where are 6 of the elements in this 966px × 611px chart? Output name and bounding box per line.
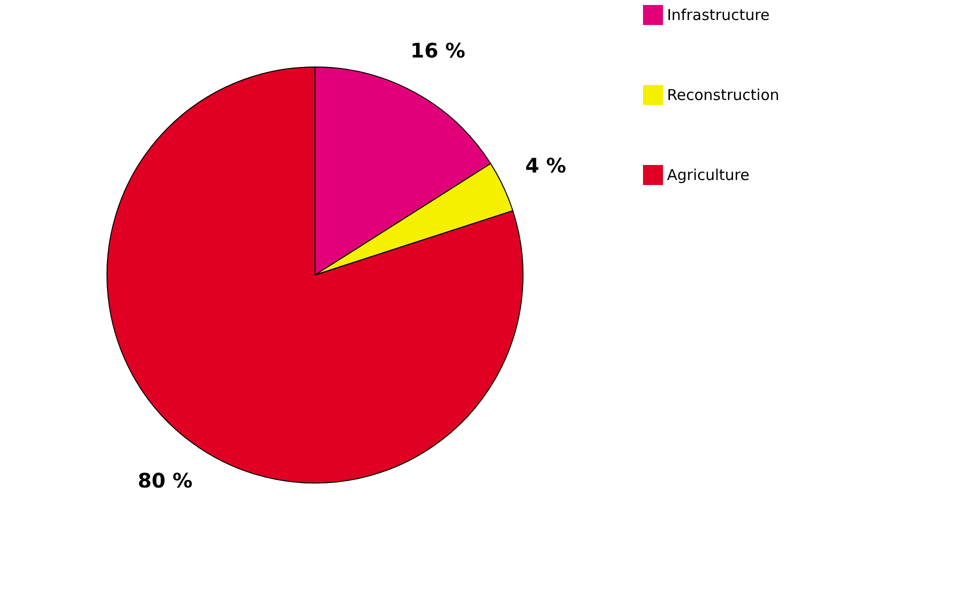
legend-label: Reconstruction bbox=[667, 86, 780, 104]
data-label: 16 % bbox=[410, 38, 466, 63]
legend-label: Infrastructure bbox=[667, 6, 770, 24]
data-label: 4 % bbox=[525, 153, 566, 178]
data-label: 80 % bbox=[138, 468, 193, 492]
legend-label: Agriculture bbox=[667, 166, 750, 184]
